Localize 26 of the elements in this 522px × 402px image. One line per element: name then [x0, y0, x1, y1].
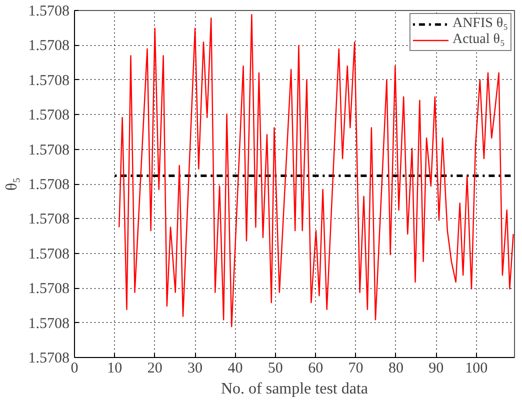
- x-axis-title: No. of sample test data: [220, 380, 368, 398]
- x-tick-label: 20: [147, 360, 162, 376]
- text: 1.5708: [28, 142, 70, 158]
- text: 1.5708: [28, 108, 70, 124]
- text: 1.5708: [28, 350, 70, 366]
- x-tick-label: 100: [465, 360, 488, 376]
- text: 1.5708: [28, 212, 70, 228]
- x-tick-label: 0: [70, 360, 78, 376]
- x-tick-label: 70: [348, 360, 364, 376]
- x-tick-label: 60: [308, 360, 324, 376]
- x-tick-label: 50: [268, 360, 283, 376]
- text: 1.5708: [28, 72, 70, 89]
- y-axis-title: θ₅: [3, 177, 20, 191]
- text: 1.5708: [28, 4, 70, 20]
- text: 1.5708: [28, 281, 70, 298]
- x-tick-label: 30: [188, 360, 203, 376]
- text: 1.5708: [28, 38, 70, 54]
- x-tick-label: 10: [107, 360, 122, 376]
- text: 1.5708: [28, 246, 70, 262]
- x-tick-label: 80: [388, 360, 404, 376]
- x-tick-label: 90: [428, 360, 444, 376]
- text: 1.5708: [28, 177, 70, 193]
- legend-label: Actual θ₅: [452, 32, 505, 48]
- text: 1.5708: [28, 316, 70, 332]
- x-tick-label: 40: [228, 360, 243, 376]
- legend-label: ANFIS θ₅: [452, 16, 508, 32]
